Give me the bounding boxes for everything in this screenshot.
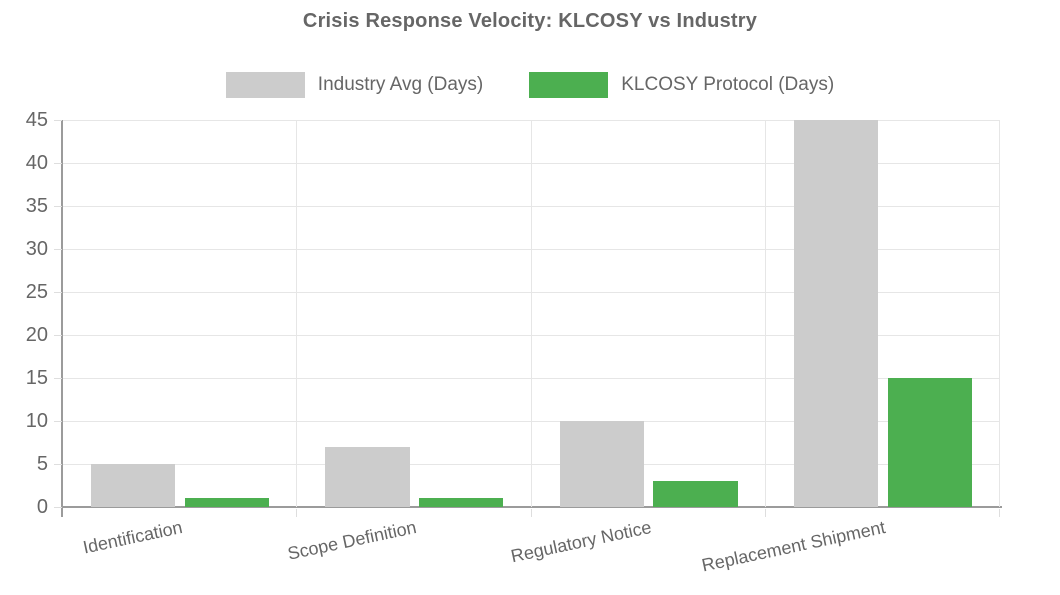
y-tick-label-0: 0 bbox=[36, 496, 48, 518]
y-tick-label-45: 45 bbox=[25, 109, 48, 131]
gridline-x-2 bbox=[530, 120, 532, 507]
gridline-y-20 bbox=[63, 335, 1000, 336]
y-tick-label-30: 30 bbox=[25, 238, 48, 260]
y-tick-10 bbox=[54, 421, 62, 422]
gridline-y-5 bbox=[63, 464, 1000, 465]
y-tick-15 bbox=[54, 378, 62, 379]
plot-area bbox=[54, 120, 1000, 517]
chart-title: Crisis Response Velocity: KLCOSY vs Indu… bbox=[302, 10, 758, 32]
y-tick-45 bbox=[54, 120, 62, 121]
y-tick-label-25: 25 bbox=[25, 281, 48, 303]
x-tick-4 bbox=[999, 509, 1000, 517]
y-tick-25 bbox=[54, 292, 62, 293]
gridline-y-15 bbox=[63, 378, 1000, 379]
y-axis-line bbox=[61, 120, 63, 517]
bar-industry-replacement-shipment bbox=[793, 120, 879, 507]
y-tick-label-40: 40 bbox=[25, 152, 48, 174]
legend-label: Industry Avg (Days) bbox=[317, 74, 484, 95]
bar-industry-identification bbox=[91, 464, 176, 507]
y-tick-label-15: 15 bbox=[25, 367, 48, 389]
legend-item-klcosy-protocol[interactable]: KLCOSY Protocol (Days) bbox=[529, 72, 834, 98]
y-tick-35 bbox=[54, 206, 62, 207]
bar-klcosy-replacement-shipment bbox=[887, 378, 972, 507]
gridline-y-25 bbox=[63, 292, 1000, 293]
x-tick-2 bbox=[530, 509, 532, 517]
y-tick-20 bbox=[54, 335, 62, 336]
bar-industry-regulatory-notice bbox=[559, 421, 644, 507]
y-tick-0 bbox=[54, 507, 62, 508]
x-axis-line bbox=[61, 506, 1002, 508]
gridline-y-30 bbox=[63, 249, 1000, 250]
bar-klcosy-identification bbox=[184, 498, 270, 507]
legend-label: KLCOSY Protocol (Days) bbox=[621, 74, 835, 95]
gridline-y-35 bbox=[63, 206, 1000, 207]
bar-industry-scope-definition bbox=[325, 446, 410, 507]
x-tick-1 bbox=[296, 509, 298, 517]
y-tick-5 bbox=[54, 464, 62, 465]
bar-klcosy-regulatory-notice bbox=[653, 481, 738, 507]
gridline-y-10 bbox=[63, 421, 1000, 422]
bar-klcosy-scope-definition bbox=[419, 498, 504, 507]
y-tick-label-5: 5 bbox=[36, 453, 48, 475]
gridline-x-1 bbox=[296, 120, 298, 507]
y-tick-label-35: 35 bbox=[25, 195, 48, 217]
legend-swatch-icon bbox=[529, 72, 609, 98]
x-tick-3 bbox=[764, 509, 766, 517]
chart-legend: Industry Avg (Days) KLCOSY Protocol (Days… bbox=[0, 72, 1060, 98]
y-tick-30 bbox=[54, 249, 62, 250]
gridline-x-3 bbox=[764, 120, 766, 507]
legend-item-industry-avg[interactable]: Industry Avg (Days) bbox=[225, 72, 484, 98]
gridline-y-40 bbox=[63, 163, 1000, 164]
gridline-y-45 bbox=[63, 120, 1000, 121]
legend-swatch-icon bbox=[225, 72, 305, 98]
y-tick-label-20: 20 bbox=[25, 324, 48, 346]
y-tick-label-10: 10 bbox=[25, 410, 48, 432]
y-tick-40 bbox=[54, 163, 62, 164]
gridline-x-4 bbox=[999, 120, 1000, 507]
